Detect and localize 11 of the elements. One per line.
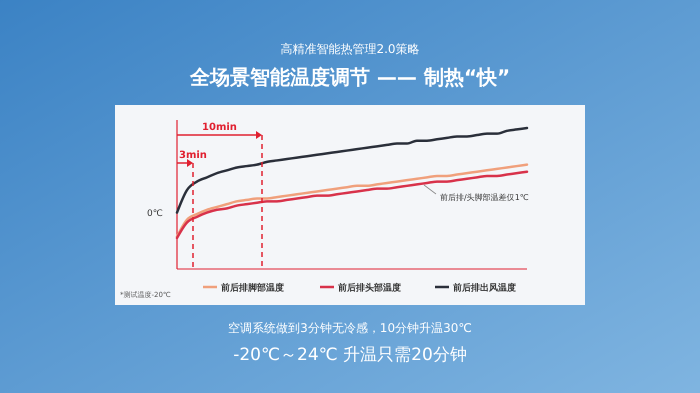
text: -20℃～24℃ 升温只需20分钟 — [233, 345, 467, 365]
chart-title: 全场景智能温度调节 —— 制热“快” — [188, 65, 510, 89]
legend-label: 前后排出风温度 — [452, 282, 516, 294]
text: 空调系统做到3分钟无冷感，10分钟升温30℃ — [228, 321, 472, 335]
annotation: 3min — [179, 150, 207, 161]
text: 0℃ — [147, 209, 163, 219]
chart-subtitle: 高精准智能热管理2.0策略 — [280, 42, 420, 56]
annotation: 前后排/头脚部温差仅1℃ — [440, 193, 529, 202]
legend-label: 前后排头部温度 — [337, 282, 401, 294]
annotation: 10min — [202, 122, 237, 133]
legend-label: 前后排脚部温度 — [220, 282, 284, 294]
